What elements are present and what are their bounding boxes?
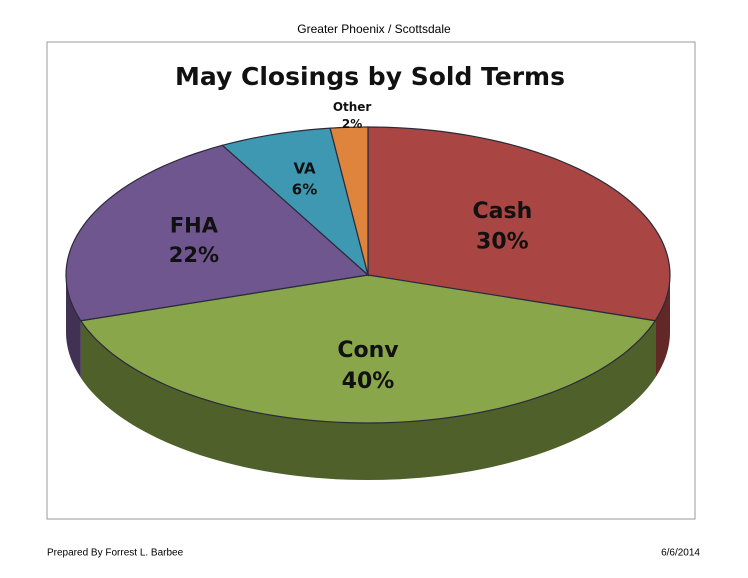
slice-value-label: 22% — [169, 243, 219, 267]
slice-category-label: Other — [333, 100, 372, 114]
slice-side — [80, 320, 656, 480]
slice-side-shade — [66, 275, 81, 378]
slice — [65, 144, 370, 322]
slice-value-label: 30% — [476, 230, 529, 255]
slice-side — [655, 275, 670, 378]
slice — [367, 126, 671, 322]
slice-side-shade — [655, 275, 670, 378]
pie: Cash 30% Conv 40% FHA 22% VA 6% Other 2% — [65, 100, 671, 480]
footer-right: 6/6/2014 — [661, 548, 700, 559]
slice-value-label: 6% — [292, 180, 317, 198]
slice-side — [66, 275, 81, 378]
chart-frame — [46, 41, 696, 520]
slice — [329, 126, 369, 276]
slice-category-label: Cash — [473, 199, 533, 224]
slice — [79, 274, 657, 424]
slice-side-shade — [80, 320, 656, 480]
header: Greater Phoenix / Scottsdale — [297, 22, 451, 36]
slice-category-label: VA — [293, 159, 316, 177]
slice — [221, 127, 370, 277]
slice-value-label: 40% — [342, 369, 395, 394]
slice-category-label: Conv — [337, 338, 399, 363]
slice-category-label: FHA — [170, 214, 219, 238]
slice-value-label: 2% — [342, 117, 362, 131]
footer-left: Prepared By Forrest L. Barbee — [47, 548, 184, 559]
chart-title: May Closings by Sold Terms — [175, 62, 565, 91]
